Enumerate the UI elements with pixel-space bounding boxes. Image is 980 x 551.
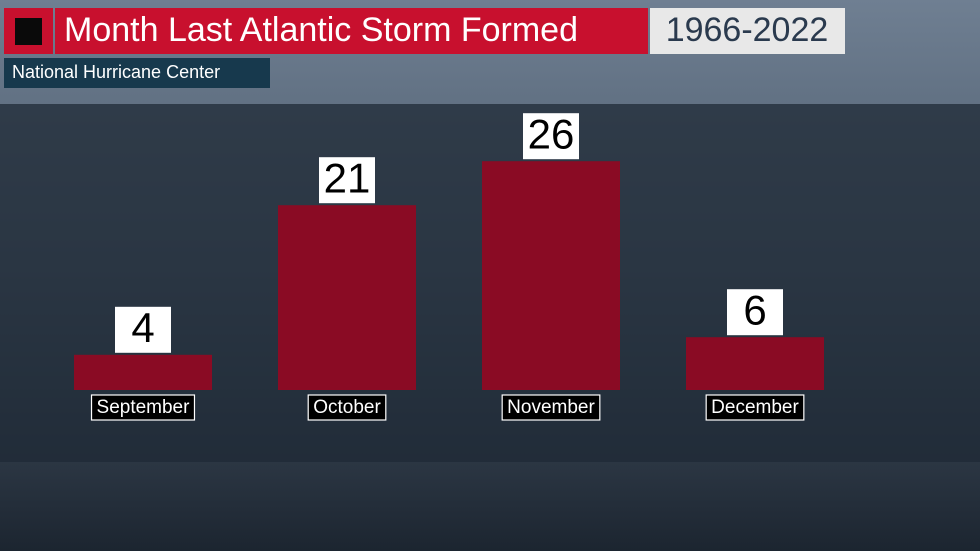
x-tick-label: September [97,397,191,418]
value-label: 4 [131,304,154,351]
bar [74,354,212,390]
bar [482,161,620,390]
x-tick-label: December [711,397,799,418]
x-tick-label-box [501,394,601,421]
title-box [55,8,648,54]
source: National Hurricane Center [12,62,220,82]
value-label-box [319,157,375,204]
value-label: 6 [743,286,766,333]
value-label-box [523,113,579,160]
value-label: 26 [528,110,575,157]
x-tick-label-box [705,394,805,421]
value-label-box [115,306,171,353]
value-label-box [727,289,783,336]
x-tick-label: October [313,397,381,418]
chart-subtitle: 1966-2022 [666,11,829,49]
chart-title: Month Last Atlantic Storm Formed [64,11,578,49]
subtitle-box [650,8,845,54]
x-tick-label-box [307,394,387,421]
source-box [4,58,270,88]
logo-square [15,18,42,45]
bar [686,337,824,390]
x-tick-label: November [507,397,595,418]
bar [278,205,416,390]
value-label: 21 [324,154,371,201]
x-tick-label-box [90,394,196,421]
